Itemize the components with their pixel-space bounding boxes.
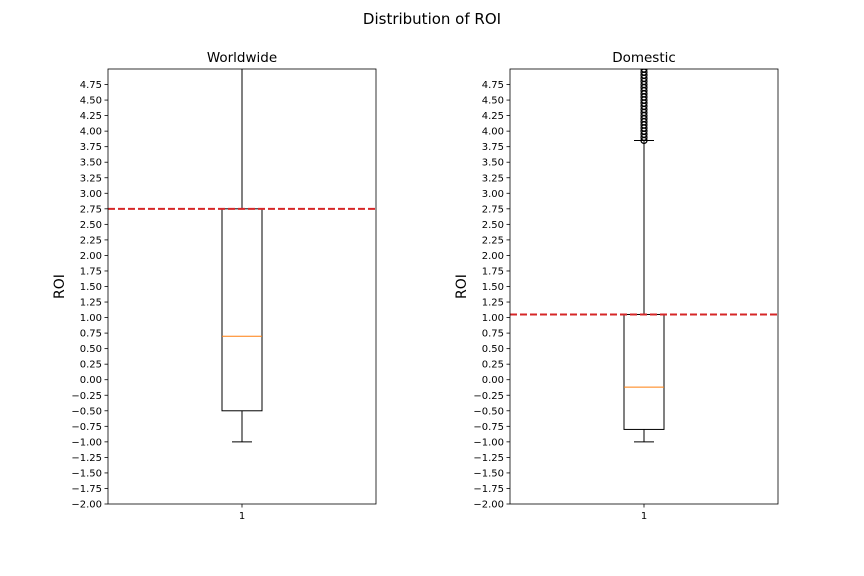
- y-tick-label-domestic: −1.00: [473, 437, 504, 448]
- y-tick-label-domestic: −1.75: [473, 484, 504, 495]
- y-tick-label-domestic: 4.75: [482, 80, 504, 91]
- y-tick-label-worldwide: −1.25: [71, 453, 102, 464]
- y-tick-label-worldwide: 0.75: [80, 329, 102, 340]
- y-tick-label-domestic: 1.25: [482, 298, 504, 309]
- y-tick-label-domestic: 1.00: [482, 313, 504, 324]
- y-tick-label-worldwide: 3.00: [80, 189, 102, 200]
- y-tick-label-worldwide: −1.75: [71, 484, 102, 495]
- y-tick-label-domestic: 0.75: [482, 329, 504, 340]
- y-tick-label-domestic: 2.00: [482, 251, 504, 262]
- y-axis-label-worldwide: ROI: [52, 274, 68, 299]
- y-tick-label-domestic: −0.25: [473, 391, 504, 402]
- y-tick-label-domestic: −0.50: [473, 406, 504, 417]
- axes-frame-domestic: [509, 68, 779, 505]
- subplot-domestic: Domestic ROI −2.00 −1.75 −1.50 −1.25 −1.00 −0.7…: [454, 50, 779, 522]
- y-tick-label-worldwide: −1.00: [71, 437, 102, 448]
- y-tick-label-worldwide: 4.00: [80, 127, 102, 138]
- y-tick-label-worldwide: 4.50: [80, 96, 102, 107]
- y-tick-label-worldwide: 2.75: [80, 204, 102, 215]
- subplot-title-worldwide: Worldwide: [207, 50, 277, 66]
- y-tick-label-domestic: −0.75: [473, 422, 504, 433]
- y-tick-label-domestic: 0.25: [482, 360, 504, 371]
- x-tick-label-domestic: 1: [641, 511, 647, 522]
- y-tick-label-domestic: 0.50: [482, 344, 504, 355]
- data-layer-worldwide: [108, 69, 376, 443]
- y-tick-label-domestic: −2.00: [473, 500, 504, 511]
- y-tick-label-domestic: 1.50: [482, 282, 504, 293]
- y-tick-label-domestic: 0.00: [482, 375, 504, 386]
- y-tick-label-domestic: 1.75: [482, 266, 504, 277]
- y-tick-label-worldwide: 4.75: [80, 80, 102, 91]
- y-axis-label-domestic: ROI: [454, 274, 470, 299]
- y-tick-label-worldwide: −2.00: [71, 500, 102, 511]
- y-tick-label-worldwide: 3.25: [80, 173, 102, 184]
- subplot-worldwide: Worldwide ROI −2.00 −1.75 −1.50 −1.25 −1.00 −0.…: [52, 50, 377, 522]
- y-tick-label-worldwide: 3.50: [80, 158, 102, 169]
- figure-suptitle: Distribution of ROI: [363, 10, 501, 28]
- y-tick-label-worldwide: −0.50: [71, 406, 102, 417]
- y-tick-label-worldwide: 3.75: [80, 142, 102, 153]
- y-tick-label-domestic: 3.50: [482, 158, 504, 169]
- y-tick-label-worldwide: 0.25: [80, 360, 102, 371]
- y-tick-label-domestic: 4.00: [482, 127, 504, 138]
- subplot-title-domestic: Domestic: [612, 50, 676, 66]
- y-tick-label-worldwide: 0.50: [80, 344, 102, 355]
- y-tick-label-worldwide: 1.00: [80, 313, 102, 324]
- y-tick-label-domestic: 3.00: [482, 189, 504, 200]
- y-tick-label-worldwide: 2.50: [80, 220, 102, 231]
- y-tick-label-domestic: 3.75: [482, 142, 504, 153]
- y-tick-label-domestic: 2.25: [482, 235, 504, 246]
- x-tick-label-worldwide: 1: [239, 511, 245, 522]
- box-domestic: [623, 313, 665, 430]
- box-worldwide: [221, 208, 263, 412]
- y-tick-label-worldwide: 2.25: [80, 235, 102, 246]
- axes-frame-worldwide: [107, 68, 377, 505]
- y-tick-label-worldwide: −1.50: [71, 468, 102, 479]
- y-tick-label-worldwide: 0.00: [80, 375, 102, 386]
- y-tick-label-domestic: 4.50: [482, 96, 504, 107]
- y-tick-label-domestic: 2.75: [482, 204, 504, 215]
- y-tick-label-worldwide: 4.25: [80, 111, 102, 122]
- y-tick-label-worldwide: 1.50: [80, 282, 102, 293]
- data-layer-domestic: [510, 69, 778, 443]
- y-tick-label-domestic: 4.25: [482, 111, 504, 122]
- outlier-point-domestic: [640, 69, 648, 73]
- y-tick-label-worldwide: 2.00: [80, 251, 102, 262]
- y-tick-label-domestic: −1.25: [473, 453, 504, 464]
- y-tick-label-worldwide: 1.25: [80, 298, 102, 309]
- y-tick-label-domestic: 2.50: [482, 220, 504, 231]
- y-tick-label-domestic: −1.50: [473, 468, 504, 479]
- y-tick-label-worldwide: −0.25: [71, 391, 102, 402]
- y-tick-label-domestic: 3.25: [482, 173, 504, 184]
- y-tick-label-worldwide: −0.75: [71, 422, 102, 433]
- y-tick-label-worldwide: 1.75: [80, 266, 102, 277]
